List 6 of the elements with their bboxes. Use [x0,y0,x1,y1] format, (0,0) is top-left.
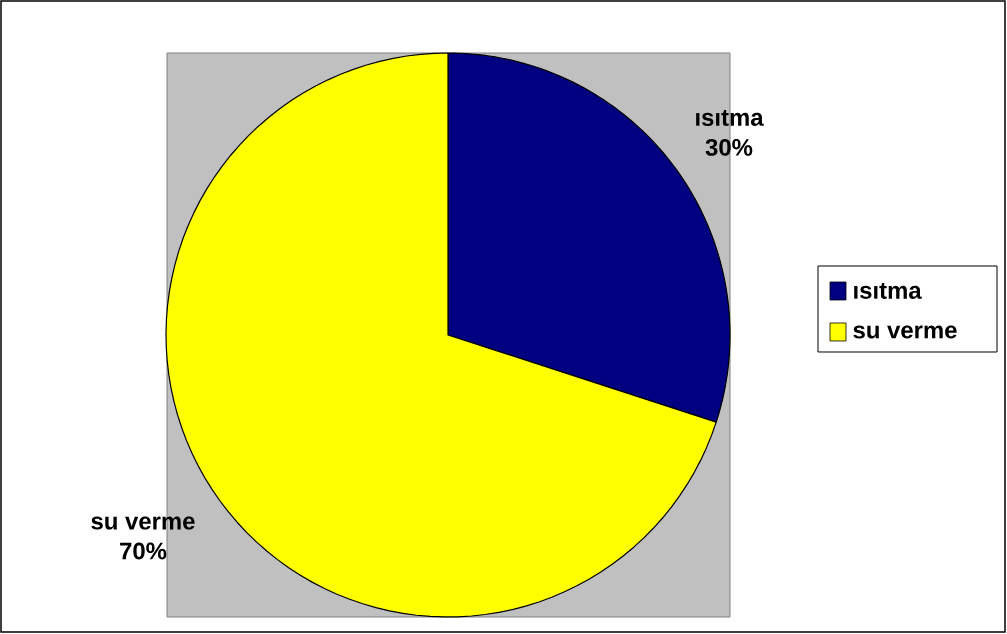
data-label: 30% [705,138,753,156]
slice-label: su verme [91,516,195,530]
legend-label: su verme [853,325,957,339]
data-label: 70% [120,542,167,560]
slice-label: ısıtma [696,110,764,126]
legend-label: ısıtma [854,283,922,299]
